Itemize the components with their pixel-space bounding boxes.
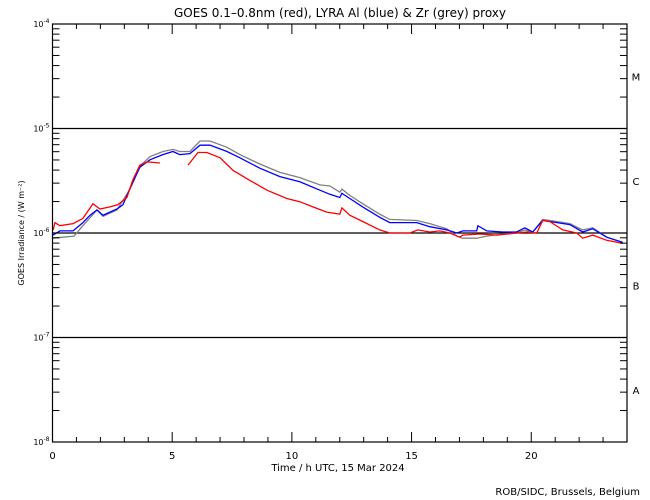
x-tick-label: 10	[286, 451, 299, 462]
y-tick-label: 10-6	[33, 227, 49, 238]
credit-text: ROB/SIDC, Brussels, Belgium	[495, 487, 640, 498]
x-tick-label: 20	[525, 451, 538, 462]
flare-class-label-B: B	[633, 281, 640, 292]
y-tick-label: 10-8	[33, 436, 49, 447]
x-tick-label: 0	[49, 451, 55, 462]
y-tick-label: 10-7	[33, 332, 49, 343]
series-line-1	[52, 144, 623, 244]
series-line-0	[52, 140, 623, 244]
x-axis-label: Time / h UTC, 15 Mar 2024	[270, 463, 404, 474]
chart-title: GOES 0.1–0.8nm (red), LYRA Al (blue) & Z…	[174, 6, 506, 20]
series-line-2	[52, 151, 623, 245]
y-tick-label: 10-5	[33, 123, 49, 134]
flare-class-label-C: C	[633, 177, 640, 188]
x-tick-label: 5	[169, 451, 175, 462]
x-tick-label: 15	[405, 451, 418, 462]
flare-class-label-A: A	[633, 386, 640, 397]
flare-class-label-M: M	[632, 72, 641, 83]
y-tick-label: 10-4	[33, 18, 49, 29]
y-axis-label: GOES Irradiance / (W m⁻²)	[17, 180, 26, 285]
